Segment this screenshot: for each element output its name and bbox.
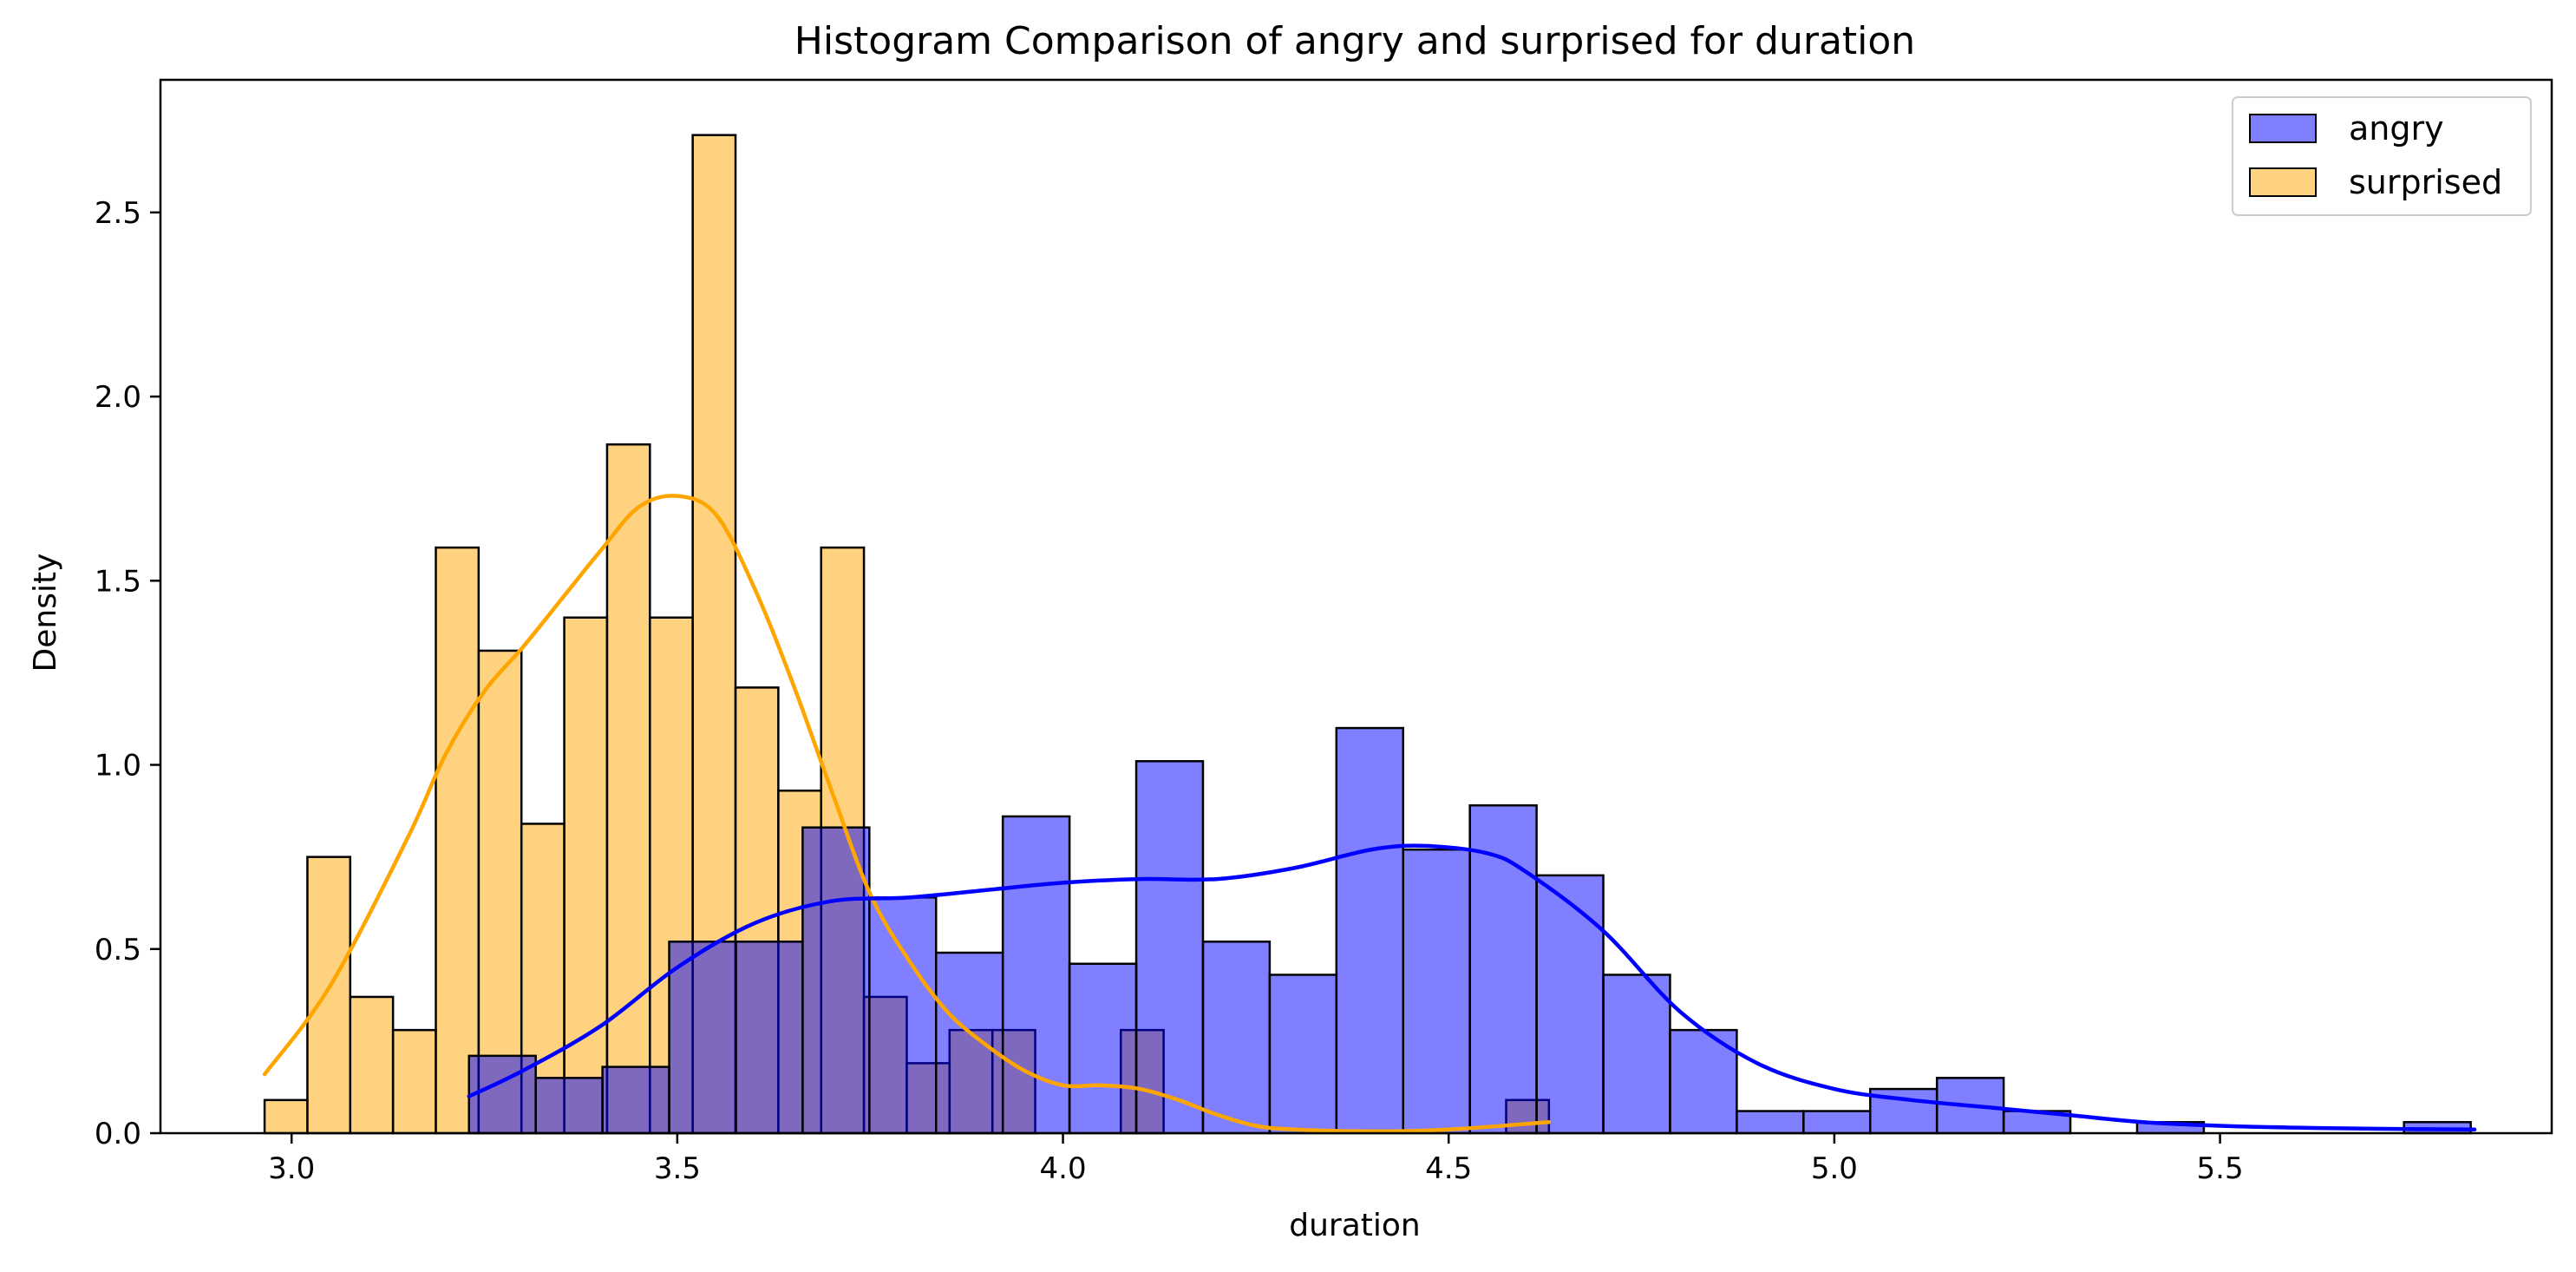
bar-angry [1535, 874, 1605, 1135]
x-axis-label: duration [1289, 1208, 1421, 1243]
x-tick-label: 4.0 [1040, 1151, 1087, 1186]
bar-surprised [605, 443, 651, 1135]
bar-angry [868, 896, 938, 1135]
y-tick-label: 0.0 [95, 1117, 141, 1151]
kde-line-angry [467, 843, 2477, 1132]
y-axis-label: Density [28, 554, 63, 672]
bar-angry [1468, 803, 1538, 1135]
bar-surprised [306, 856, 352, 1135]
bar-angry [735, 941, 804, 1135]
bar-surprised [435, 546, 481, 1135]
chart-title: Histogram Comparison of angry and surpri… [794, 19, 1915, 63]
bar-surprised [263, 1098, 309, 1135]
plot-frame [159, 78, 2553, 1135]
bar-angry [601, 1065, 670, 1135]
bar-angry [1602, 974, 1671, 1135]
bar-angry [1201, 941, 1272, 1135]
bar-angry [668, 941, 737, 1135]
bar-angry [1736, 1110, 1805, 1135]
bar-angry [1268, 974, 1338, 1135]
bar-surprised [563, 616, 609, 1135]
y-axis: 0.0 0.5 1.0 1.5 2.0 2.5 [95, 196, 160, 1151]
bar-angry [801, 826, 871, 1135]
legend: angry surprised [2232, 96, 2532, 216]
y-tick-label: 2.0 [95, 380, 141, 415]
legend-swatch-angry [2249, 114, 2317, 143]
x-tick-label: 3.5 [654, 1151, 701, 1186]
kde-line-surprised [262, 494, 1552, 1134]
bar-surprised [391, 1028, 437, 1135]
kde-layer [262, 494, 2477, 1134]
y-tick-label: 0.5 [95, 933, 141, 967]
x-tick-label: 5.5 [2197, 1151, 2244, 1186]
bar-angry [1335, 726, 1405, 1135]
y-tick-label: 1.5 [95, 564, 141, 599]
legend-label-surprised: surprised [2349, 163, 2502, 201]
bars-layer [263, 134, 2472, 1135]
bar-angry [1402, 848, 1471, 1135]
bar-angry [1068, 962, 1138, 1135]
x-tick-label: 4.5 [1425, 1151, 1472, 1186]
y-tick-label: 2.5 [95, 196, 141, 231]
bar-angry [934, 951, 1004, 1135]
bar-angry [1001, 815, 1071, 1135]
x-tick-label: 5.0 [1811, 1151, 1858, 1186]
bar-angry [1134, 760, 1205, 1135]
legend-swatch-surprised [2249, 167, 2317, 197]
bar-angry [1802, 1110, 1872, 1135]
bar-surprised [349, 995, 395, 1135]
x-tick-label: 3.0 [268, 1151, 315, 1186]
legend-label-angry: angry [2349, 109, 2444, 148]
x-axis: 3.0 3.5 4.0 4.5 5.0 5.5 [268, 1133, 2244, 1186]
bar-angry [534, 1077, 604, 1135]
y-tick-label: 1.0 [95, 749, 141, 784]
